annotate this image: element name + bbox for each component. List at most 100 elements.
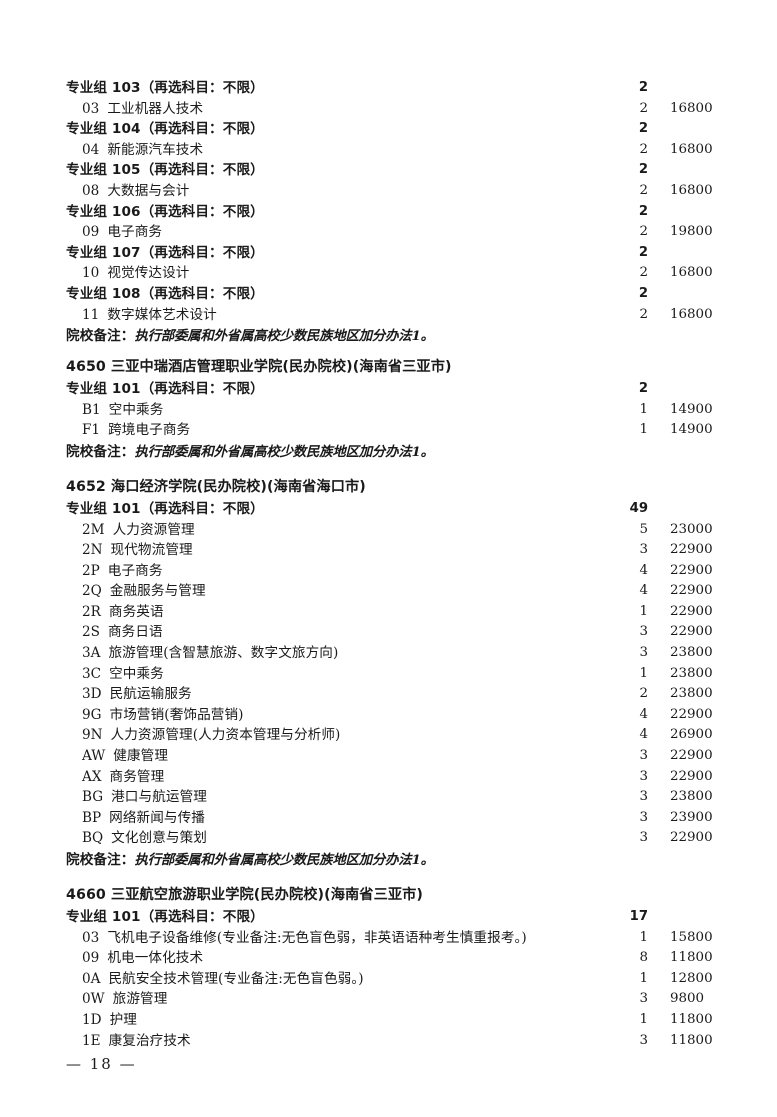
major-fee: 23000 bbox=[670, 521, 713, 537]
major-fee: 15800 bbox=[670, 929, 713, 945]
major-group-plan-count: 2 bbox=[638, 203, 648, 219]
major-plan-count: 1 bbox=[639, 970, 648, 986]
major-plan-count: 2 bbox=[639, 686, 648, 702]
major-plan-count: 3 bbox=[639, 645, 648, 661]
major-group-label: 专业组 101（再选科目：不限） bbox=[66, 381, 264, 398]
major-plan-count: 3 bbox=[639, 542, 648, 558]
major-name: 数字媒体艺术设计 bbox=[107, 306, 217, 323]
major-name: 港口与航运管理 bbox=[111, 789, 207, 806]
major-name: 商务日语 bbox=[107, 624, 163, 641]
major-plan-count: 1 bbox=[639, 422, 648, 438]
major-plan-count: 1 bbox=[639, 1011, 648, 1027]
major-fee: 22900 bbox=[670, 603, 713, 619]
major-fee: 12800 bbox=[670, 970, 713, 986]
major-plan-count: 3 bbox=[639, 748, 648, 764]
major-row: 10 视觉传达设计 2 16800 bbox=[66, 263, 726, 284]
major-code: AX bbox=[82, 768, 102, 785]
major-fee: 11800 bbox=[670, 950, 713, 966]
major-plan-count: 2 bbox=[639, 306, 648, 322]
major-group-row: 专业组 104（再选科目：不限） 2 bbox=[66, 119, 726, 140]
major-name: 护理 bbox=[109, 1011, 137, 1028]
major-fee: 11800 bbox=[670, 1032, 713, 1048]
major-code: AW bbox=[82, 748, 106, 765]
major-name: 飞机电子设备维修(专业备注:无色盲色弱，非英语语种考生慎重报考。) bbox=[107, 929, 527, 946]
major-plan-count: 1 bbox=[639, 665, 648, 681]
major-fee: 23800 bbox=[670, 645, 713, 661]
major-group-plan-count: 2 bbox=[638, 285, 648, 301]
major-fee: 23800 bbox=[670, 789, 713, 805]
major-plan-count: 3 bbox=[639, 768, 648, 784]
major-row: 03 飞机电子设备维修(专业备注:无色盲色弱，非英语语种考生慎重报考。) 1 1580… bbox=[66, 928, 726, 949]
major-fee: 22900 bbox=[670, 748, 713, 764]
major-code: 08 bbox=[82, 182, 100, 199]
major-group-row: 专业组 101（再选科目：不限） 49 bbox=[66, 499, 726, 520]
major-code: F1 bbox=[82, 422, 101, 439]
major-code: 09 bbox=[82, 950, 100, 967]
major-fee: 19800 bbox=[670, 224, 713, 240]
major-code: BP bbox=[82, 809, 102, 826]
section-spacer bbox=[66, 463, 726, 476]
major-group-plan-count: 2 bbox=[638, 162, 648, 178]
major-code: 3D bbox=[82, 686, 102, 703]
major-code: 2S bbox=[82, 624, 100, 641]
major-fee: 11800 bbox=[670, 1011, 713, 1027]
major-row: 2N 现代物流管理 3 22900 bbox=[66, 540, 726, 561]
major-code: 04 bbox=[82, 141, 100, 158]
major-code: 0W bbox=[82, 991, 105, 1008]
major-row: 9N 人力资源管理(人力资本管理与分析师) 4 26900 bbox=[66, 725, 726, 746]
major-plan-count: 2 bbox=[639, 182, 648, 198]
major-row: 0A 民航安全技术管理(专业备注:无色盲色弱。) 1 12800 bbox=[66, 969, 726, 990]
major-code: 03 bbox=[82, 929, 100, 946]
major-name: 人力资源管理 bbox=[112, 521, 195, 538]
major-row: BQ 文化创意与策划 3 22900 bbox=[66, 828, 726, 849]
school-remark-title: 院校备注： bbox=[66, 443, 135, 460]
school-remark-title: 院校备注： bbox=[66, 852, 135, 868]
major-row: BG 港口与航运管理 3 23800 bbox=[66, 787, 726, 808]
major-fee: 23800 bbox=[670, 686, 713, 702]
major-name: 市场营销(奢饰品营销) bbox=[109, 706, 244, 723]
major-code: BG bbox=[82, 789, 104, 806]
major-name: 康复治疗技术 bbox=[108, 1032, 191, 1049]
major-name: 现代物流管理 bbox=[110, 542, 193, 559]
major-fee: 16800 bbox=[670, 141, 713, 157]
major-group-label: 专业组 101（再选科目：不限） bbox=[66, 500, 264, 517]
major-plan-count: 4 bbox=[639, 727, 648, 743]
school-remark-row: 院校备注：执行部委属和外省属高校少数民族地区加分办法1。 bbox=[66, 849, 726, 871]
major-row: 08 大数据与会计 2 16800 bbox=[66, 181, 726, 202]
major-group-plan-count: 2 bbox=[638, 80, 648, 95]
major-name: 商务英语 bbox=[108, 603, 164, 620]
major-fee: 22900 bbox=[670, 830, 713, 846]
major-name: 大数据与会计 bbox=[107, 182, 190, 199]
major-group-plan-count: 17 bbox=[629, 909, 648, 924]
major-code: 2Q bbox=[82, 583, 102, 600]
major-row: 2S 商务日语 3 22900 bbox=[66, 622, 726, 643]
major-name: 空中乘务 bbox=[108, 401, 164, 418]
major-code: 9N bbox=[82, 727, 103, 744]
major-plan-count: 3 bbox=[639, 1032, 648, 1048]
major-row: AW 健康管理 3 22900 bbox=[66, 746, 726, 767]
major-row: 2R 商务英语 1 22900 bbox=[66, 602, 726, 623]
major-plan-count: 3 bbox=[639, 830, 648, 846]
major-fee: 16800 bbox=[670, 306, 713, 322]
major-plan-count: 4 bbox=[639, 562, 648, 578]
school-remark-row: 院校备注：执行部委属和外省属高校少数民族地区加分办法1。 bbox=[66, 325, 726, 347]
major-plan-count: 1 bbox=[639, 401, 648, 417]
major-name: 旅游管理 bbox=[112, 991, 168, 1008]
major-plan-count: 4 bbox=[639, 706, 648, 722]
major-name: 旅游管理(含智慧旅游、数字文旅方向) bbox=[108, 645, 339, 662]
plan-listing: 专业组 103（再选科目：不限） 2 03 工业机器人技术 2 16800 专业组 104（… bbox=[66, 78, 726, 1051]
major-fee: 16800 bbox=[670, 182, 713, 198]
major-group-row: 专业组 105（再选科目：不限） 2 bbox=[66, 160, 726, 181]
major-plan-count: 3 bbox=[639, 789, 648, 805]
major-group-plan-count: 2 bbox=[638, 121, 648, 137]
major-plan-count: 2 bbox=[639, 224, 648, 240]
major-name: 机电一体化技术 bbox=[107, 950, 204, 967]
major-group-label: 专业组 105（再选科目：不限） bbox=[66, 162, 264, 179]
major-fee: 14900 bbox=[670, 422, 713, 438]
school-header-row: 4660 三亚航空旅游职业学院(民办院校)(海南省三亚市) bbox=[66, 884, 726, 907]
major-plan-count: 3 bbox=[639, 624, 648, 640]
major-group-row: 专业组 108（再选科目：不限） 2 bbox=[66, 284, 726, 305]
major-group-label: 专业组 108（再选科目：不限） bbox=[66, 285, 264, 302]
school-remark-row: 院校备注：执行部委属和外省属高校少数民族地区加分办法1。 bbox=[66, 441, 726, 463]
major-plan-count: 2 bbox=[639, 141, 648, 157]
